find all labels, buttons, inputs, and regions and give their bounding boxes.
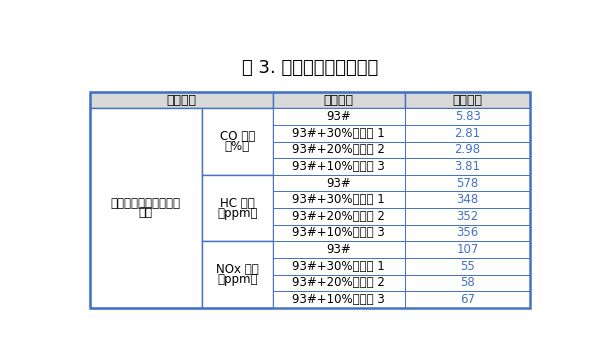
Text: 93#+20%实施例 2: 93#+20%实施例 2: [292, 276, 385, 289]
Text: 93#+30%实施例 1: 93#+30%实施例 1: [292, 193, 385, 206]
Bar: [405, 92, 531, 108]
Bar: [273, 108, 405, 125]
Text: 356: 356: [457, 226, 479, 240]
Bar: [405, 142, 531, 158]
Bar: [273, 274, 405, 291]
Text: 2.81: 2.81: [454, 127, 481, 140]
Bar: [405, 158, 531, 175]
Bar: [273, 291, 405, 308]
Text: 93#+10%实施例 3: 93#+10%实施例 3: [292, 293, 385, 306]
Bar: [273, 258, 405, 274]
Bar: [273, 92, 405, 108]
Bar: [273, 142, 405, 158]
Bar: [273, 225, 405, 241]
Text: 93#+10%实施例 3: 93#+10%实施例 3: [292, 160, 385, 173]
Bar: [90, 92, 531, 308]
Text: 2.98: 2.98: [454, 143, 481, 157]
Text: 93#+20%实施例 2: 93#+20%实施例 2: [292, 143, 385, 157]
Text: HC 含量: HC 含量: [220, 197, 255, 209]
Text: 燃料类型: 燃料类型: [324, 94, 354, 106]
Bar: [405, 108, 531, 125]
Bar: [405, 125, 531, 142]
Text: 93#: 93#: [326, 110, 351, 123]
Text: 578: 578: [457, 177, 479, 190]
Bar: [202, 175, 273, 241]
Text: 107: 107: [456, 243, 479, 256]
Text: 93#+30%实施例 1: 93#+30%实施例 1: [292, 260, 385, 273]
Bar: [273, 241, 405, 258]
Bar: [405, 225, 531, 241]
Text: 93#: 93#: [326, 243, 351, 256]
Text: 93#+30%实施例 1: 93#+30%实施例 1: [292, 127, 385, 140]
Text: NOx 含量: NOx 含量: [216, 263, 259, 276]
Bar: [90, 108, 202, 308]
Text: 93#+20%实施例 2: 93#+20%实施例 2: [292, 210, 385, 223]
Text: 检测项目: 检测项目: [166, 94, 196, 106]
Text: 汽油车怠速污染物测量: 汽油车怠速污染物测量: [111, 197, 181, 210]
Bar: [405, 258, 531, 274]
Text: 93#+10%实施例 3: 93#+10%实施例 3: [292, 226, 385, 240]
Bar: [273, 191, 405, 208]
Bar: [405, 291, 531, 308]
Text: 结果: 结果: [139, 206, 153, 219]
Bar: [273, 208, 405, 225]
Text: （ppm）: （ppm）: [217, 273, 258, 286]
Bar: [90, 92, 273, 108]
Text: 测量结果: 测量结果: [453, 94, 483, 106]
Text: 3.81: 3.81: [454, 160, 480, 173]
Bar: [273, 175, 405, 191]
Bar: [405, 208, 531, 225]
Text: 5.83: 5.83: [455, 110, 480, 123]
Bar: [273, 158, 405, 175]
Text: 58: 58: [460, 276, 475, 289]
Text: 55: 55: [460, 260, 475, 273]
Text: 352: 352: [457, 210, 479, 223]
Bar: [202, 108, 273, 175]
Bar: [202, 241, 273, 308]
Bar: [273, 125, 405, 142]
Text: 348: 348: [457, 193, 479, 206]
Text: （%）: （%）: [225, 140, 250, 153]
Bar: [405, 274, 531, 291]
Text: 67: 67: [460, 293, 475, 306]
Text: CO 含量: CO 含量: [220, 130, 255, 143]
Text: 表 3. 排放污染物测量结果: 表 3. 排放污染物测量结果: [242, 59, 378, 77]
Bar: [405, 241, 531, 258]
Text: （ppm）: （ppm）: [217, 207, 258, 219]
Bar: [405, 191, 531, 208]
Text: 93#: 93#: [326, 177, 351, 190]
Bar: [405, 175, 531, 191]
